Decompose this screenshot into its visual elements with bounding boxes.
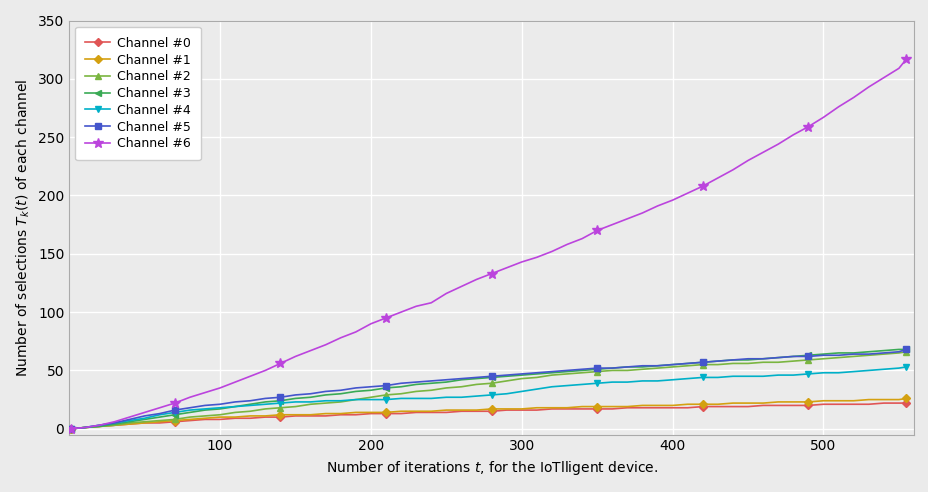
Channel #5: [425, 378, 436, 384]
Channel #0: [637, 405, 648, 411]
Channel #0: [109, 422, 120, 428]
Channel #4: [109, 420, 120, 426]
Channel #3: [109, 421, 120, 427]
Channel #5: [65, 426, 76, 431]
Channel #6: [651, 203, 663, 209]
Channel #1: [94, 424, 105, 430]
Channel #3: [290, 396, 301, 401]
Channel #1: [425, 408, 436, 414]
Channel #3: [893, 346, 904, 352]
Channel #3: [637, 364, 648, 370]
Channel #0: [94, 424, 105, 430]
Channel #2: [425, 387, 436, 393]
Line: Channel #2: Channel #2: [67, 348, 909, 432]
Line: Channel #1: Channel #1: [68, 396, 909, 431]
Channel #6: [900, 56, 911, 62]
Channel #2: [637, 367, 648, 372]
Legend: Channel #0, Channel #1, Channel #2, Channel #3, Channel #4, Channel #5, Channel : Channel #0, Channel #1, Channel #2, Chan…: [75, 27, 200, 160]
Channel #6: [109, 419, 120, 425]
Channel #5: [290, 392, 301, 398]
Channel #4: [290, 399, 301, 405]
Channel #4: [65, 426, 76, 431]
Channel #4: [637, 378, 648, 384]
Channel #2: [290, 403, 301, 409]
Channel #2: [900, 349, 911, 355]
Channel #5: [109, 420, 120, 426]
Channel #4: [94, 422, 105, 428]
Channel #6: [65, 426, 76, 431]
Channel #3: [425, 380, 436, 386]
Line: Channel #6: Channel #6: [66, 54, 910, 433]
Channel #5: [900, 346, 911, 352]
Channel #0: [65, 426, 76, 431]
Channel #0: [425, 409, 436, 415]
Channel #5: [637, 363, 648, 369]
Channel #4: [425, 396, 436, 401]
X-axis label: Number of iterations $t$, for the IoTlligent device.: Number of iterations $t$, for the IoTlli…: [325, 459, 657, 477]
Channel #4: [900, 364, 911, 370]
Channel #1: [637, 402, 648, 408]
Channel #2: [65, 426, 76, 431]
Line: Channel #0: Channel #0: [68, 400, 909, 431]
Line: Channel #5: Channel #5: [68, 347, 909, 431]
Channel #6: [637, 210, 648, 216]
Channel #1: [651, 402, 663, 408]
Channel #0: [877, 400, 888, 406]
Line: Channel #4: Channel #4: [67, 364, 909, 432]
Channel #1: [900, 396, 911, 401]
Channel #1: [65, 426, 76, 431]
Channel #1: [290, 412, 301, 418]
Y-axis label: Number of selections $T_k(t)$ of each channel: Number of selections $T_k(t)$ of each ch…: [15, 78, 32, 377]
Channel #0: [290, 413, 301, 419]
Channel #6: [290, 353, 301, 359]
Channel #0: [651, 405, 663, 411]
Channel #6: [94, 422, 105, 428]
Channel #2: [109, 422, 120, 428]
Channel #5: [94, 422, 105, 428]
Channel #3: [94, 424, 105, 430]
Channel #2: [651, 365, 663, 371]
Channel #6: [425, 300, 436, 306]
Channel #2: [94, 424, 105, 430]
Channel #5: [651, 363, 663, 369]
Channel #3: [651, 363, 663, 369]
Channel #4: [651, 378, 663, 384]
Channel #3: [900, 346, 911, 352]
Channel #1: [109, 422, 120, 428]
Channel #0: [900, 400, 911, 406]
Channel #3: [65, 426, 76, 431]
Line: Channel #3: Channel #3: [67, 346, 909, 432]
